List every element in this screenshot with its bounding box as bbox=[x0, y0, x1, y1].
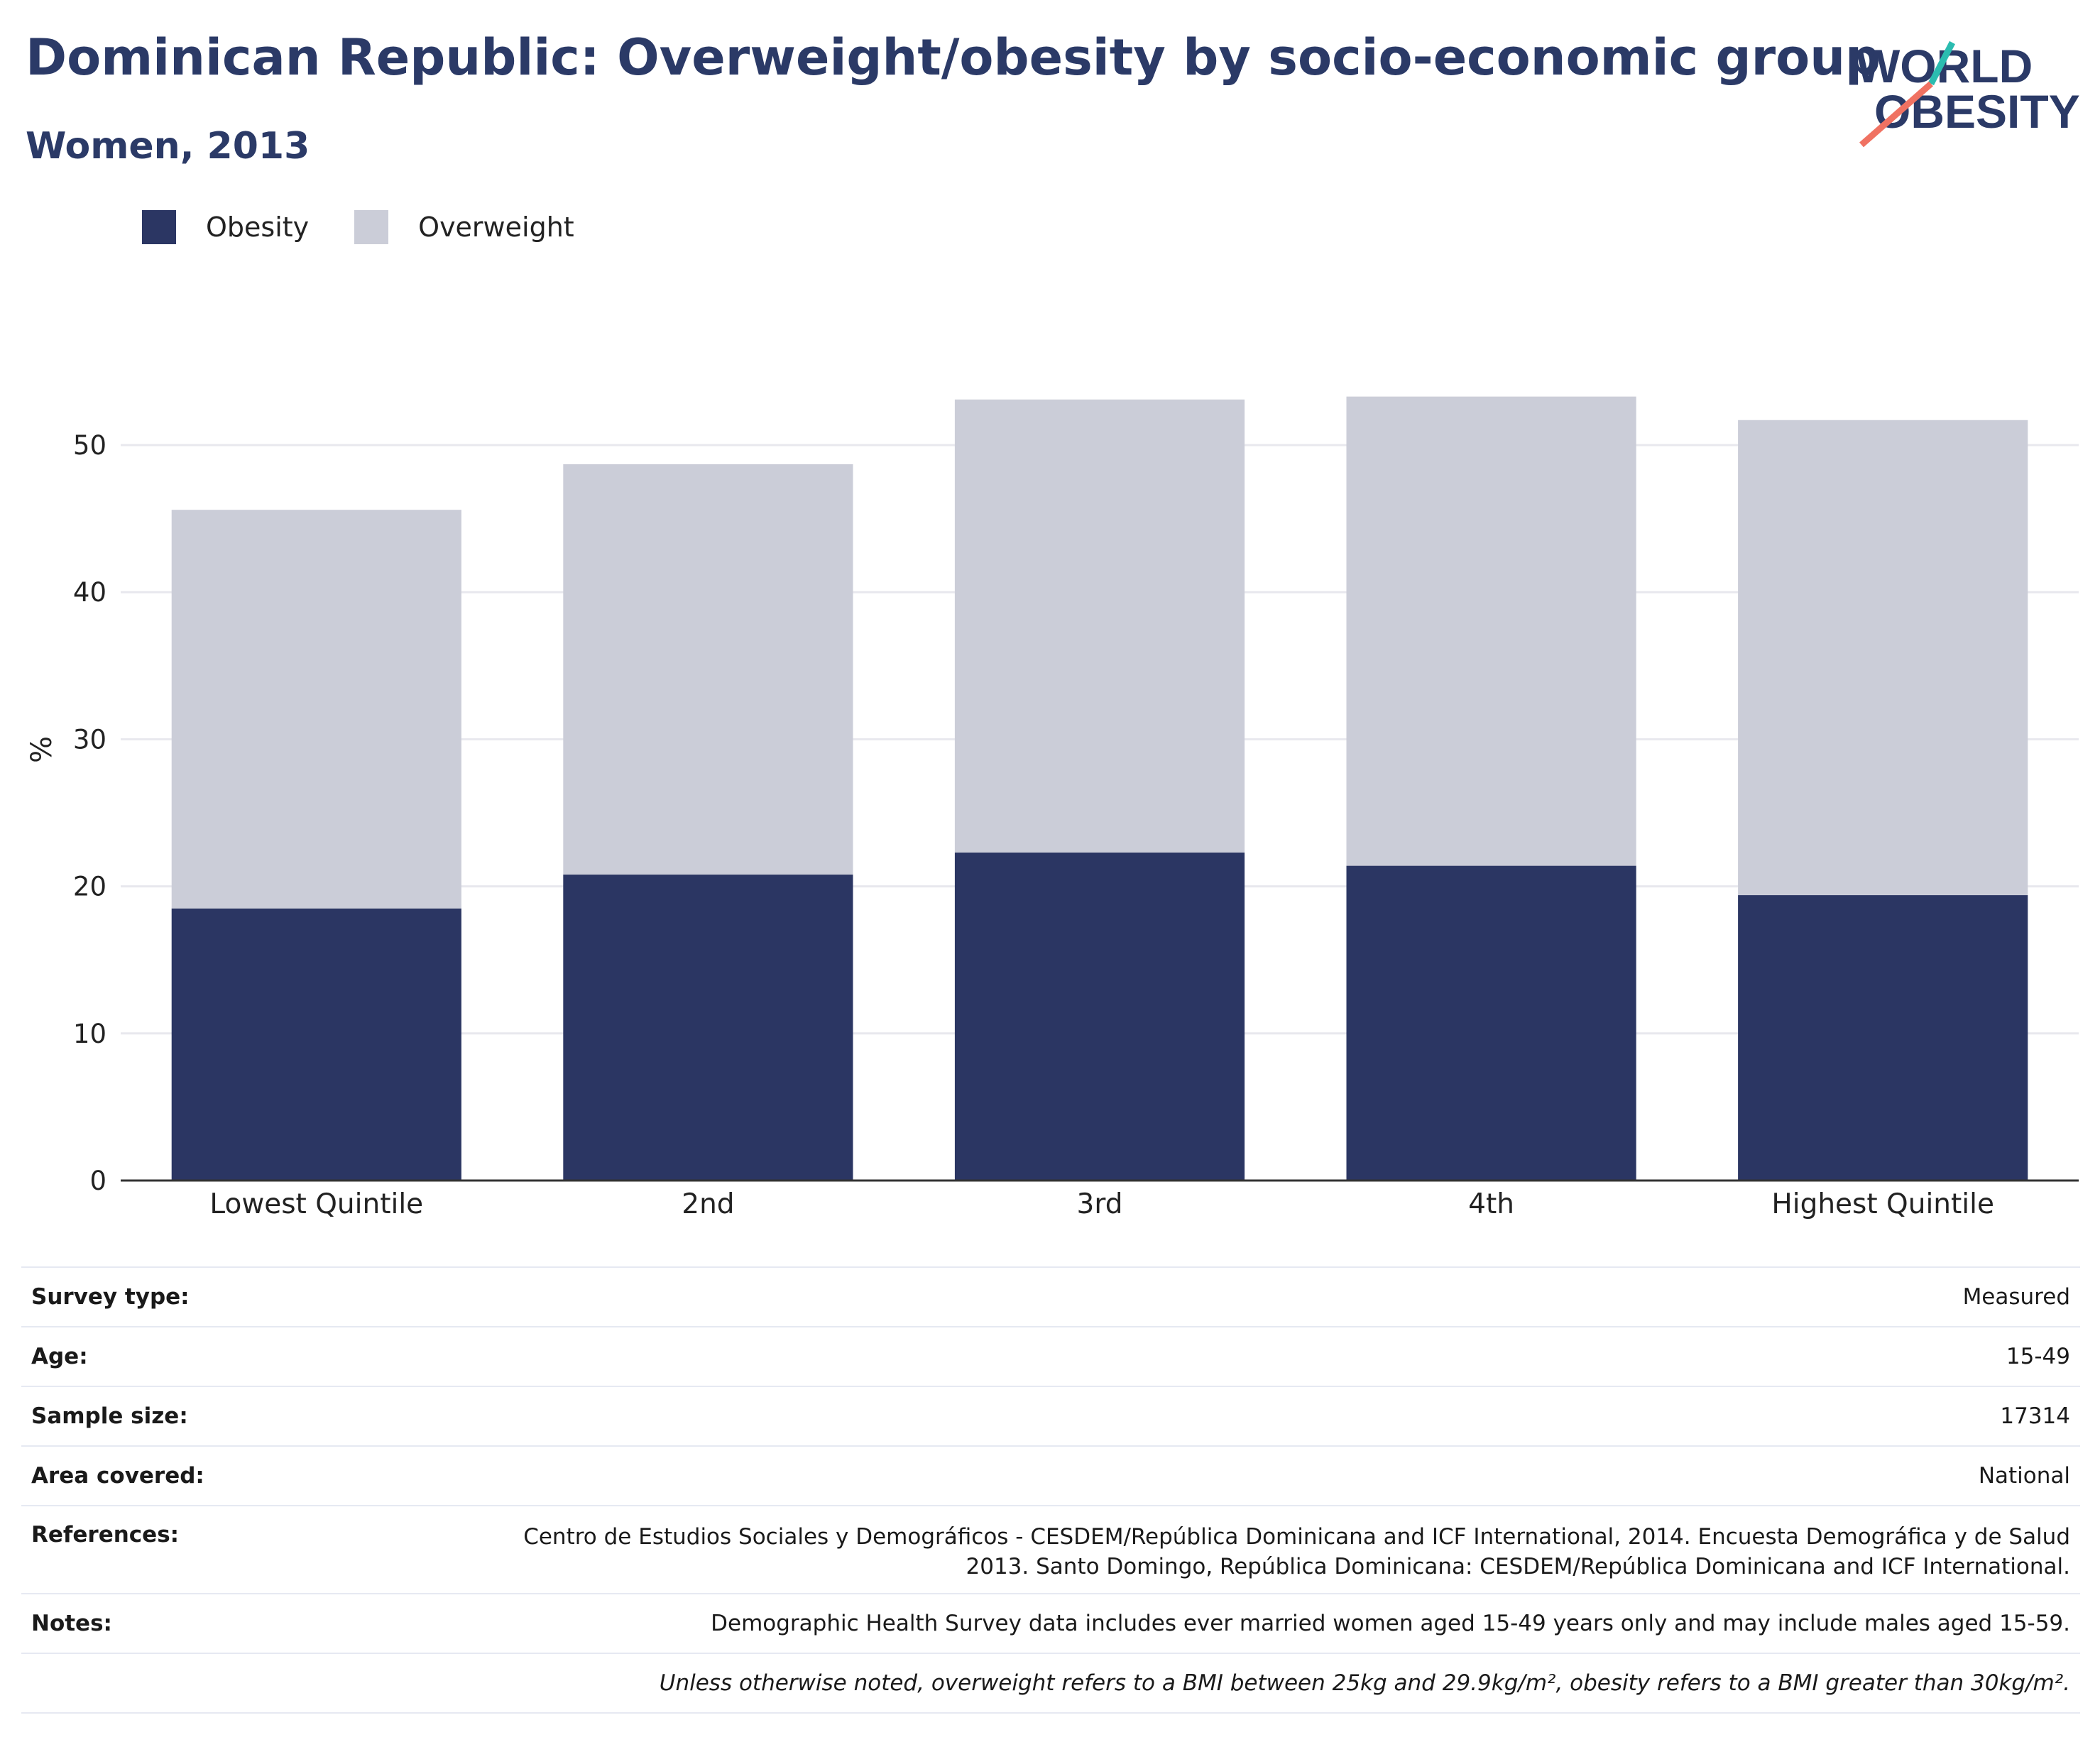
x-tick-label: 4th bbox=[1468, 1188, 1514, 1220]
info-key: Notes: bbox=[31, 1611, 112, 1636]
chart-legend: Obesity Overweight bbox=[142, 210, 620, 244]
y-tick-label: 0 bbox=[89, 1166, 106, 1196]
y-tick-label: 50 bbox=[73, 430, 106, 461]
info-key: Area covered: bbox=[31, 1463, 204, 1489]
info-row-references: References: Centro de Estudios Sociales … bbox=[21, 1506, 2080, 1594]
survey-info-table: Survey type: Measured Age: 15-49 Sample … bbox=[21, 1266, 2080, 1714]
info-row-footnote: Unless otherwise noted, overweight refer… bbox=[21, 1654, 2080, 1714]
logo-coral-stroke bbox=[1859, 81, 1933, 148]
y-tick-label: 20 bbox=[73, 872, 106, 902]
bar-overweight-4 bbox=[1346, 396, 1636, 866]
bar-overweight-1 bbox=[171, 510, 461, 909]
info-key: Sample size: bbox=[31, 1403, 188, 1429]
legend-swatch-overweight bbox=[354, 210, 389, 244]
bar-obesity-5 bbox=[1738, 895, 2028, 1181]
info-key: Age: bbox=[31, 1344, 88, 1369]
logo-line-1: WORLD bbox=[1856, 40, 2033, 92]
y-tick-label: 10 bbox=[73, 1019, 106, 1049]
info-row-age: Age: 15-49 bbox=[21, 1327, 2080, 1387]
bar-obesity-2 bbox=[563, 875, 853, 1181]
legend-swatch-obesity bbox=[142, 210, 176, 244]
info-value: Centro de Estudios Sociales y Demográfic… bbox=[523, 1524, 2070, 1579]
world-obesity-logo: WORLD OBESITY bbox=[1856, 40, 2080, 148]
bar-overweight-5 bbox=[1738, 420, 2028, 896]
logo-teal-stroke bbox=[1928, 40, 1955, 86]
y-tick-label: 30 bbox=[73, 724, 106, 755]
x-tick-label: Highest Quintile bbox=[1771, 1188, 1994, 1220]
chart-title: Dominican Republic: Overweight/obesity b… bbox=[26, 28, 1881, 87]
info-key: Survey type: bbox=[31, 1284, 190, 1310]
y-axis-label: % bbox=[26, 736, 58, 763]
bar-overweight-3 bbox=[954, 399, 1245, 853]
x-tick-label: Lowest Quintile bbox=[209, 1188, 423, 1220]
info-key: References: bbox=[31, 1522, 180, 1548]
info-row-sample-size: Sample size: 17314 bbox=[21, 1387, 2080, 1447]
info-row-area-covered: Area covered: National bbox=[21, 1447, 2080, 1506]
info-row-notes: Notes: Demographic Health Survey data in… bbox=[21, 1594, 2080, 1654]
legend-label-obesity: Obesity bbox=[206, 212, 310, 243]
info-value: 17314 bbox=[2000, 1403, 2070, 1429]
logo-line-2: OBESITY bbox=[1874, 85, 2080, 138]
x-tick-label: 3rd bbox=[1077, 1188, 1123, 1220]
info-value: Measured bbox=[1962, 1284, 2070, 1310]
info-value: National bbox=[1978, 1463, 2070, 1489]
info-row-survey-type: Survey type: Measured bbox=[21, 1268, 2080, 1327]
info-value: 15-49 bbox=[2006, 1344, 2070, 1369]
legend-label-overweight: Overweight bbox=[418, 212, 574, 243]
bar-obesity-1 bbox=[171, 908, 461, 1181]
bar-overweight-2 bbox=[563, 464, 853, 875]
footnote: Unless otherwise noted, overweight refer… bbox=[659, 1670, 2070, 1696]
bar-obesity-4 bbox=[1346, 865, 1636, 1181]
info-value: Demographic Health Survey data includes … bbox=[711, 1611, 2070, 1636]
y-tick-label: 40 bbox=[73, 577, 106, 608]
bar-obesity-3 bbox=[954, 852, 1245, 1181]
x-tick-label: 2nd bbox=[682, 1188, 734, 1220]
chart-subtitle: Women, 2013 bbox=[26, 125, 310, 168]
bar-chart: 0 10 20 30 40 50% Lowest Quintile 2nd 3rd 4th High… bbox=[26, 396, 2079, 1220]
